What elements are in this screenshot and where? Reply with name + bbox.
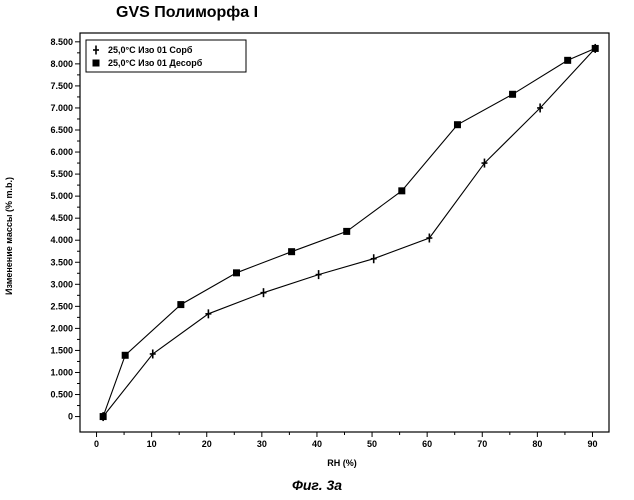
- data-point: [288, 248, 295, 255]
- y-tick-label: 5.500: [50, 169, 73, 179]
- y-tick-label: 3.500: [50, 257, 73, 267]
- data-point: [537, 103, 543, 112]
- y-tick-label: 7.000: [50, 103, 73, 113]
- x-tick-label: 60: [422, 439, 432, 449]
- y-tick-label: 6.000: [50, 147, 73, 157]
- y-axis-label: Изменение массы (% m.b.): [4, 177, 14, 295]
- x-tick-label: 50: [367, 439, 377, 449]
- data-point: [371, 254, 377, 263]
- data-point: [454, 121, 461, 128]
- data-point: [592, 45, 599, 52]
- y-tick-label: 4.500: [50, 213, 73, 223]
- x-tick-label: 80: [532, 439, 542, 449]
- data-point: [177, 301, 184, 308]
- y-tick-label: 1.000: [50, 367, 73, 377]
- data-point: [398, 187, 405, 194]
- y-tick-label: 1.500: [50, 345, 73, 355]
- data-point: [260, 288, 266, 297]
- data-point: [316, 270, 322, 279]
- data-point: [509, 91, 516, 98]
- data-point: [564, 57, 571, 64]
- series-2: [100, 45, 599, 420]
- y-tick-label: 7.500: [50, 81, 73, 91]
- y-tick-label: 5.000: [50, 191, 73, 201]
- legend-label: 25,0°C Изо 01 Сорб: [108, 45, 193, 55]
- data-point: [343, 228, 350, 235]
- x-tick-label: 0: [94, 439, 99, 449]
- y-tick-label: 0: [68, 412, 73, 422]
- y-tick-label: 6.500: [50, 125, 73, 135]
- x-tick-label: 30: [257, 439, 267, 449]
- legend-marker-square: [93, 60, 100, 67]
- y-tick-label: 8.500: [50, 37, 73, 47]
- y-tick-label: 2.000: [50, 323, 73, 333]
- legend-label: 25,0°C Изо 01 Десорб: [108, 58, 203, 68]
- x-tick-label: 40: [312, 439, 322, 449]
- x-axis-label: RH (%): [327, 458, 357, 468]
- data-point: [100, 413, 107, 420]
- y-tick-label: 8.000: [50, 59, 73, 69]
- y-tick-label: 3.000: [50, 279, 73, 289]
- x-tick-label: 70: [477, 439, 487, 449]
- x-tick-label: 10: [147, 439, 157, 449]
- tick-marks: 0 10 20 30 40 50 60 70 80 90 0 0.500 1.000 1.500 2.000…: [50, 37, 597, 449]
- x-tick-label: 90: [587, 439, 597, 449]
- y-tick-label: 0.500: [50, 390, 73, 400]
- y-tick-label: 2.500: [50, 301, 73, 311]
- figure-caption: Фиг. 3а: [0, 477, 634, 493]
- data-point: [122, 352, 129, 359]
- y-tick-label: 4.000: [50, 235, 73, 245]
- data-point: [233, 269, 240, 276]
- x-tick-label: 20: [202, 439, 212, 449]
- data-point: [205, 309, 211, 318]
- series-layer: [100, 44, 599, 421]
- legend: 25,0°C Изо 01 Сорб 25,0°C Изо 01 Десорб: [86, 40, 246, 72]
